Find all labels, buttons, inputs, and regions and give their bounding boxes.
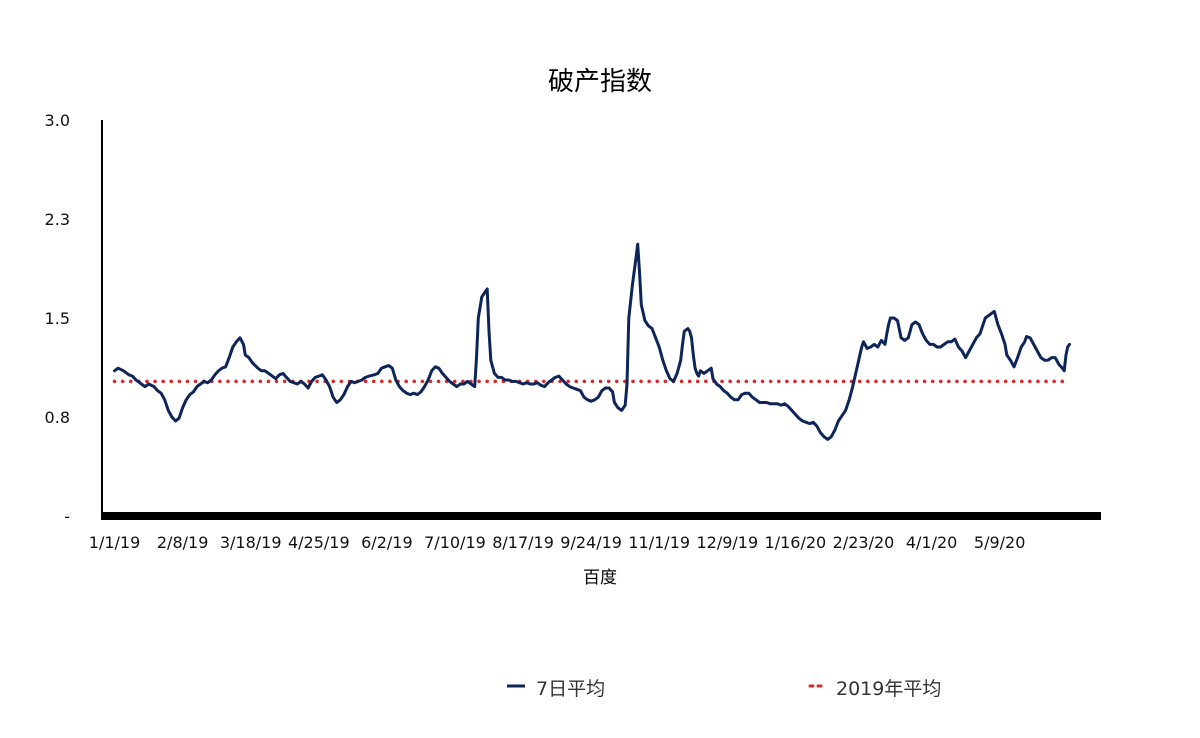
x-tick-label: 11/1/19 <box>628 533 690 552</box>
x-tick-label: 1/1/19 <box>89 533 141 552</box>
series-group <box>112 242 1072 441</box>
y-axis-ticks: - 0.8 1.5 2.3 3.0 <box>45 111 70 526</box>
x-tick-label: 6/2/19 <box>361 533 413 552</box>
y-tick-label: 0.8 <box>45 408 70 427</box>
series-line-7day-average <box>113 242 1071 441</box>
legend: 7日平均 2019年平均 <box>507 678 941 700</box>
x-tick-label: 8/17/19 <box>492 533 554 552</box>
x-tick-label: 2/8/19 <box>157 533 209 552</box>
x-tick-label: 9/24/19 <box>560 533 622 552</box>
x-tick-label: 3/18/19 <box>220 533 282 552</box>
x-tick-label: 1/16/20 <box>765 533 827 552</box>
legend-label-7day: 7日平均 <box>536 678 605 700</box>
y-tick-label: 2.3 <box>45 210 70 229</box>
x-tick-label: 12/9/19 <box>696 533 758 552</box>
x-axis-label: 百度 <box>583 568 617 588</box>
y-tick-label: - <box>64 507 70 526</box>
x-tick-label: 4/1/20 <box>906 533 958 552</box>
y-tick-label: 1.5 <box>45 309 70 328</box>
x-tick-label: 5/9/20 <box>974 533 1026 552</box>
y-tick-label: 3.0 <box>45 111 70 130</box>
x-tick-label: 4/25/19 <box>288 533 350 552</box>
x-tick-label: 7/10/19 <box>424 533 486 552</box>
x-axis-ticks: 1/1/19 2/8/19 3/18/19 4/25/19 6/2/19 7/10/19 8… <box>89 533 1026 552</box>
x-tick-label: 2/23/20 <box>833 533 895 552</box>
chart-title: 破产指数 <box>548 67 652 97</box>
legend-label-2019avg: 2019年平均 <box>836 678 941 700</box>
